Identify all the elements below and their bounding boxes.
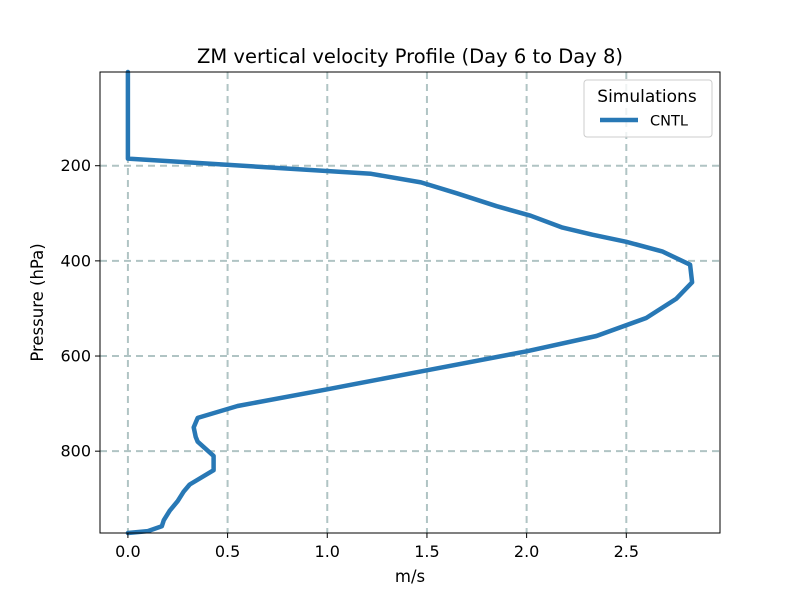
x-tick-label: 0.0 <box>115 542 140 561</box>
x-tick-label: 2.5 <box>614 542 639 561</box>
x-tick-label: 2.0 <box>514 542 539 561</box>
x-tick-label: 1.0 <box>315 542 340 561</box>
legend-box <box>583 79 713 138</box>
grid-lines <box>100 72 720 533</box>
y-tick-label: 400 <box>60 251 91 270</box>
x-tick-label: 1.5 <box>414 542 439 561</box>
y-tick-label: 600 <box>60 347 91 366</box>
x-axis: 0.0 0.5 1.0 1.5 2.0 2.5 <box>115 533 639 561</box>
legend-title: Simulations <box>597 87 697 107</box>
legend-label-cntl: CNTL <box>650 114 688 130</box>
plot-frame <box>99 71 721 534</box>
y-axis-label: Pressure (hPa) <box>28 243 47 361</box>
y-tick-label: 800 <box>60 442 91 461</box>
x-tick-label: 0.5 <box>215 542 240 561</box>
legend: Simulations CNTL <box>583 79 713 138</box>
chart-title: ZM vertical velocity Profile (Day 6 to D… <box>197 45 623 68</box>
series-line-cntl <box>125 69 695 536</box>
x-axis-label: m/s <box>395 567 425 586</box>
y-tick-label: 200 <box>60 156 91 175</box>
series-layer <box>125 69 695 536</box>
y-axis: 200 400 600 800 <box>60 156 100 461</box>
